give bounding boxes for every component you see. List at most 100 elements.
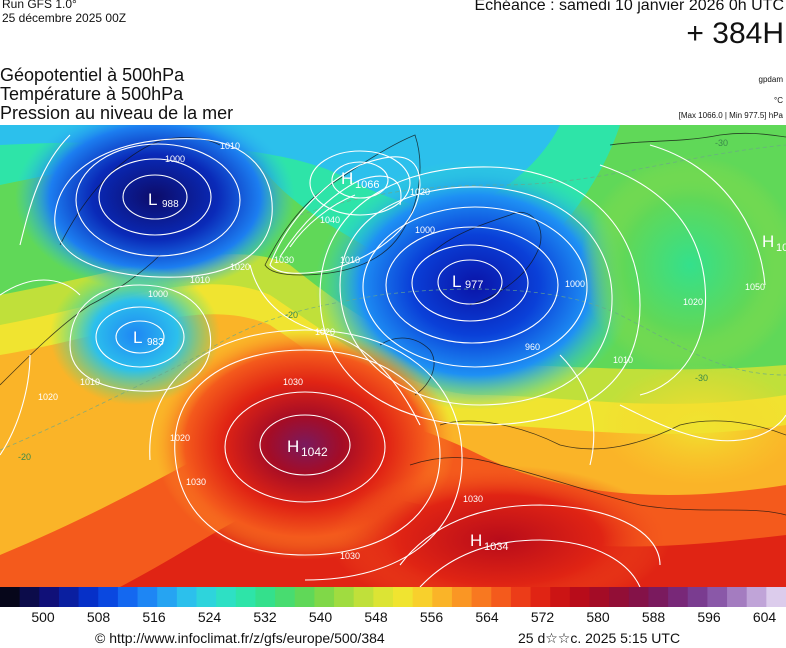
color-scale-tick: 604 [752,609,777,625]
isobar-label: 1020 [38,392,58,402]
color-scale-swatch [255,587,276,607]
color-scale-swatch [589,587,610,607]
color-scale-swatch [569,587,591,607]
isobar-label: 1000 [148,289,168,299]
svg-text:10: 10 [776,242,786,254]
isobar-label: 1010 [220,141,240,151]
svg-text:L: L [452,272,461,291]
color-scale-tick: 572 [530,609,555,625]
pressure-center-high: H 10 [762,232,786,254]
unit-geopotential: gpdam [758,75,783,84]
color-scale-swatch [766,587,786,607]
color-scale-swatch [510,587,532,607]
pressure-center-low: L 983 [133,328,164,348]
isobar-label: 1010 [190,275,210,285]
color-scale-tick: 556 [419,609,444,625]
color-scale-swatch [432,587,453,607]
color-scale-swatch [628,587,650,607]
svg-text:L: L [133,328,142,347]
svg-text:H: H [341,169,353,188]
isobar-label: 1030 [274,255,294,265]
color-scale-swatch [687,587,708,607]
pressure-center-high: H 1042 [287,437,328,459]
color-scale-swatch [39,587,60,607]
color-scale-swatch [117,587,139,607]
temperature-label: -30 [715,138,728,148]
svg-text:983: 983 [147,337,164,348]
isobar-label: 1050 [745,282,765,292]
forecast-valid-time: Echéance : samedi 10 janvier 2026 0h UTC [474,0,784,14]
color-scale-swatch [0,587,21,607]
temperature-label: -20 [285,310,298,320]
color-scale-swatch [609,587,630,607]
color-scale-swatch [668,587,689,607]
color-scale-tick: 524 [197,609,222,625]
color-scale-tick: 540 [308,609,333,625]
color-scale-swatch [746,587,767,607]
color-scale-swatch [353,587,374,607]
color-scale-swatch [373,587,394,607]
color-scale-swatch [393,587,414,607]
color-scale-tick: 516 [142,609,166,625]
generated-time: 25 d☆☆c. 2025 5:15 UTC [518,630,681,646]
color-scale-swatch [707,587,728,607]
pressure-center-low: L 977 [452,272,483,291]
temperature-label: -30 [695,373,708,383]
color-scale-swatch [176,587,198,607]
svg-text:988: 988 [162,199,179,210]
isobar-label: 1030 [186,477,206,487]
isobar-label: 1030 [283,377,303,387]
svg-text:H: H [762,232,774,251]
isobar-label: 1010 [613,355,633,365]
color-scale-swatch [196,587,217,607]
color-scale-tick: 596 [697,609,721,625]
isobar-label: 1020 [683,297,703,307]
isobar-label: 1020 [170,433,190,443]
color-scale-swatch [727,587,748,607]
pressure-center-low: L 988 [148,190,179,210]
color-scale-tick: 548 [364,609,388,625]
isobar-label: 1010 [340,255,360,265]
color-scale-ticks: 500 508 516 524 532 540 548 556 564 572 580 588 596 6… [0,608,786,628]
svg-text:L: L [148,190,157,209]
color-scale-swatch [98,587,119,607]
forecast-offset: + 384H [686,17,784,50]
color-scale-swatch [648,587,669,607]
color-scale-swatch [137,587,158,607]
color-scale [0,587,786,607]
isobar-label: 1000 [415,225,435,235]
color-scale-swatch [294,587,315,607]
svg-text:977: 977 [465,279,483,291]
isobar-label: 1030 [340,551,360,561]
color-scale-swatch [216,587,237,607]
isobar-label: 1020 [410,187,430,197]
isobar-label: 1000 [165,154,185,164]
color-scale-swatch [334,587,355,607]
color-scale-tick: 532 [253,609,277,625]
run-label: Run GFS 1.0° [2,0,77,11]
color-scale-swatch [530,587,551,607]
unit-temperature: °C [774,96,783,105]
color-scale-tick: 588 [641,609,666,625]
svg-text:1042: 1042 [301,445,328,459]
svg-text:1066: 1066 [355,179,379,191]
unit-pressure-range: [Max 1066.0 | Min 977.5] hPa [678,111,783,120]
source-url: © http://www.infoclimat.fr/z/gfs/europe/… [95,630,385,646]
svg-text:H: H [470,531,482,550]
isobar-label: 960 [525,342,540,352]
color-scale-swatch [550,587,571,607]
title-temperature: Température à 500hPa [0,84,184,104]
color-scale-swatch [451,587,473,607]
isobar-label: 1020 [230,262,250,272]
isobar-label: 1020 [315,327,335,337]
title-pressure: Pression au niveau de la mer [0,103,234,123]
color-scale-swatch [412,587,433,607]
color-scale-swatch [491,587,512,607]
isobar-label: 1000 [565,279,585,289]
color-scale-swatch [58,587,80,607]
color-scale-tick: 580 [586,609,610,625]
color-scale-swatch [471,587,492,607]
color-scale-tick: 564 [475,609,499,625]
color-scale-tick: 500 [31,609,55,625]
svg-text:H: H [287,437,299,456]
